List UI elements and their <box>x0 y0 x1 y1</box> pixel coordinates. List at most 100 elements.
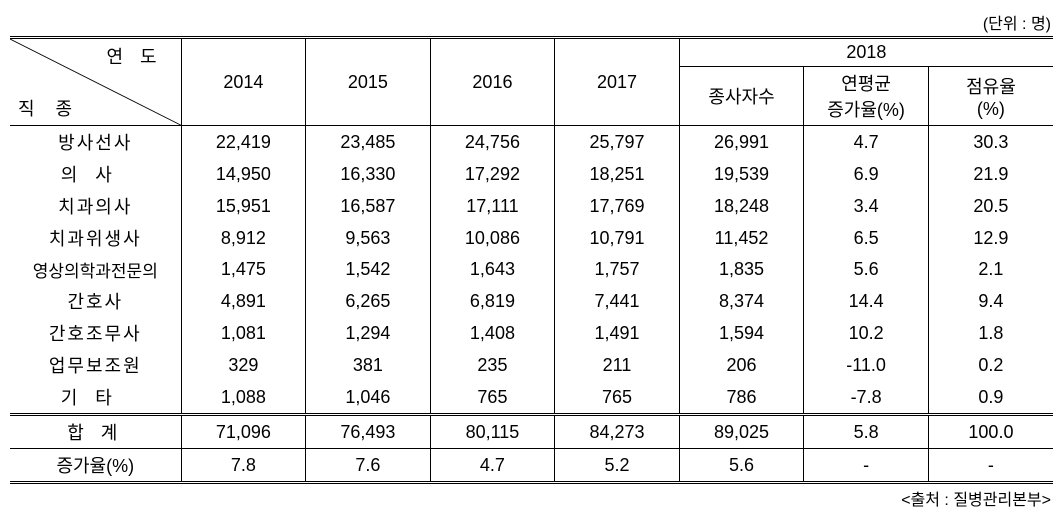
cell: 0.2 <box>928 349 1053 381</box>
cell: 8,374 <box>679 285 804 317</box>
cell: 18,251 <box>555 158 680 190</box>
table-row: 방사선사 22,419 23,485 24,756 25,797 26,991 … <box>10 126 1053 159</box>
cell: 0.9 <box>928 381 1053 415</box>
table-row: 업무보조원 329 381 235 211 206 -11.0 0.2 <box>10 349 1053 381</box>
header-diagonal-cell: 연 도 직 종 <box>10 38 181 126</box>
cell: 18,248 <box>679 190 804 222</box>
source-label: <출처 : 질병관리본부> <box>10 486 1053 510</box>
cell: 84,273 <box>555 415 680 449</box>
cell: 9,563 <box>306 222 431 254</box>
header-2016: 2016 <box>430 38 555 126</box>
cell: 1.8 <box>928 317 1053 349</box>
cell: - <box>928 449 1053 483</box>
cell: 19,539 <box>679 158 804 190</box>
cell: 25,797 <box>555 126 680 159</box>
cell: 22,419 <box>181 126 306 159</box>
cell: 1,081 <box>181 317 306 349</box>
cell: 1,475 <box>181 254 306 285</box>
total-row: 합 계 71,096 76,493 80,115 84,273 89,025 5… <box>10 415 1053 449</box>
cell: 5.8 <box>804 415 929 449</box>
rate-label: 증가율(%) <box>10 449 181 483</box>
table-row: 치과의사 15,951 16,587 17,111 17,769 18,248 … <box>10 190 1053 222</box>
cell: 17,111 <box>430 190 555 222</box>
cell: 6,265 <box>306 285 431 317</box>
cell: 1,408 <box>430 317 555 349</box>
cell: 1,757 <box>555 254 680 285</box>
cell: 4.7 <box>430 449 555 483</box>
cell: 1,491 <box>555 317 680 349</box>
cell: -7.8 <box>804 381 929 415</box>
cell: 6.9 <box>804 158 929 190</box>
cell: 14.4 <box>804 285 929 317</box>
header-share: 점유율 (%) <box>928 67 1053 126</box>
header-share-line2: (%) <box>977 99 1005 119</box>
header-2017: 2017 <box>555 38 680 126</box>
cell: 1,835 <box>679 254 804 285</box>
cell: 7.8 <box>181 449 306 483</box>
row-label: 치과의사 <box>10 190 181 222</box>
cell: 10.2 <box>804 317 929 349</box>
cell: 765 <box>430 381 555 415</box>
cell: 24,756 <box>430 126 555 159</box>
header-2015: 2015 <box>306 38 431 126</box>
cell: 17,292 <box>430 158 555 190</box>
row-label: 영상의학과전문의 <box>10 254 181 285</box>
cell: 100.0 <box>928 415 1053 449</box>
cell: 4,891 <box>181 285 306 317</box>
total-label: 합 계 <box>10 415 181 449</box>
header-occupation-label: 직 종 <box>18 95 80 121</box>
cell: - <box>804 449 929 483</box>
cell: 7,441 <box>555 285 680 317</box>
cell: 71,096 <box>181 415 306 449</box>
cell: 17,769 <box>555 190 680 222</box>
cell: 16,330 <box>306 158 431 190</box>
cell: 1,088 <box>181 381 306 415</box>
cell: 206 <box>679 349 804 381</box>
data-table: 연 도 직 종 2014 2015 2016 2017 2018 종사자수 연평… <box>10 36 1053 484</box>
cell: 786 <box>679 381 804 415</box>
cell: 11,452 <box>679 222 804 254</box>
row-label: 의사 <box>10 158 181 190</box>
cell: 6,819 <box>430 285 555 317</box>
cell: 15,951 <box>181 190 306 222</box>
header-2014: 2014 <box>181 38 306 126</box>
table-body: 방사선사 22,419 23,485 24,756 25,797 26,991 … <box>10 126 1053 483</box>
cell: 211 <box>555 349 680 381</box>
cell: 20.5 <box>928 190 1053 222</box>
rate-row: 증가율(%) 7.8 7.6 4.7 5.2 5.6 - - <box>10 449 1053 483</box>
cell: 1,294 <box>306 317 431 349</box>
row-label: 간호사 <box>10 285 181 317</box>
cell: 30.3 <box>928 126 1053 159</box>
cell: 9.4 <box>928 285 1053 317</box>
header-2018: 2018 <box>679 38 1053 67</box>
row-label: 업무보조원 <box>10 349 181 381</box>
cell: 8,912 <box>181 222 306 254</box>
cell: 4.7 <box>804 126 929 159</box>
cell: 6.5 <box>804 222 929 254</box>
cell: 14,950 <box>181 158 306 190</box>
cell: 76,493 <box>306 415 431 449</box>
cell: 1,046 <box>306 381 431 415</box>
header-count: 종사자수 <box>679 67 804 126</box>
header-share-line1: 점유율 <box>966 77 1016 97</box>
header-year-label: 연 도 <box>106 43 162 69</box>
cell: -11.0 <box>804 349 929 381</box>
cell: 5.2 <box>555 449 680 483</box>
cell: 10,791 <box>555 222 680 254</box>
row-label: 치과위생사 <box>10 222 181 254</box>
cell: 16,587 <box>306 190 431 222</box>
cell: 1,594 <box>679 317 804 349</box>
cell: 381 <box>306 349 431 381</box>
table-row: 간호조무사 1,081 1,294 1,408 1,491 1,594 10.2… <box>10 317 1053 349</box>
cell: 1,643 <box>430 254 555 285</box>
cell: 3.4 <box>804 190 929 222</box>
table-row: 치과위생사 8,912 9,563 10,086 10,791 11,452 6… <box>10 222 1053 254</box>
cell: 765 <box>555 381 680 415</box>
header-cagr-line2: 증가율(%) <box>827 100 905 120</box>
cell: 5.6 <box>679 449 804 483</box>
table-header: 연 도 직 종 2014 2015 2016 2017 2018 종사자수 연평… <box>10 38 1053 126</box>
table-row: 의사 14,950 16,330 17,292 18,251 19,539 6.… <box>10 158 1053 190</box>
cell: 10,086 <box>430 222 555 254</box>
row-label: 방사선사 <box>10 126 181 159</box>
cell: 89,025 <box>679 415 804 449</box>
